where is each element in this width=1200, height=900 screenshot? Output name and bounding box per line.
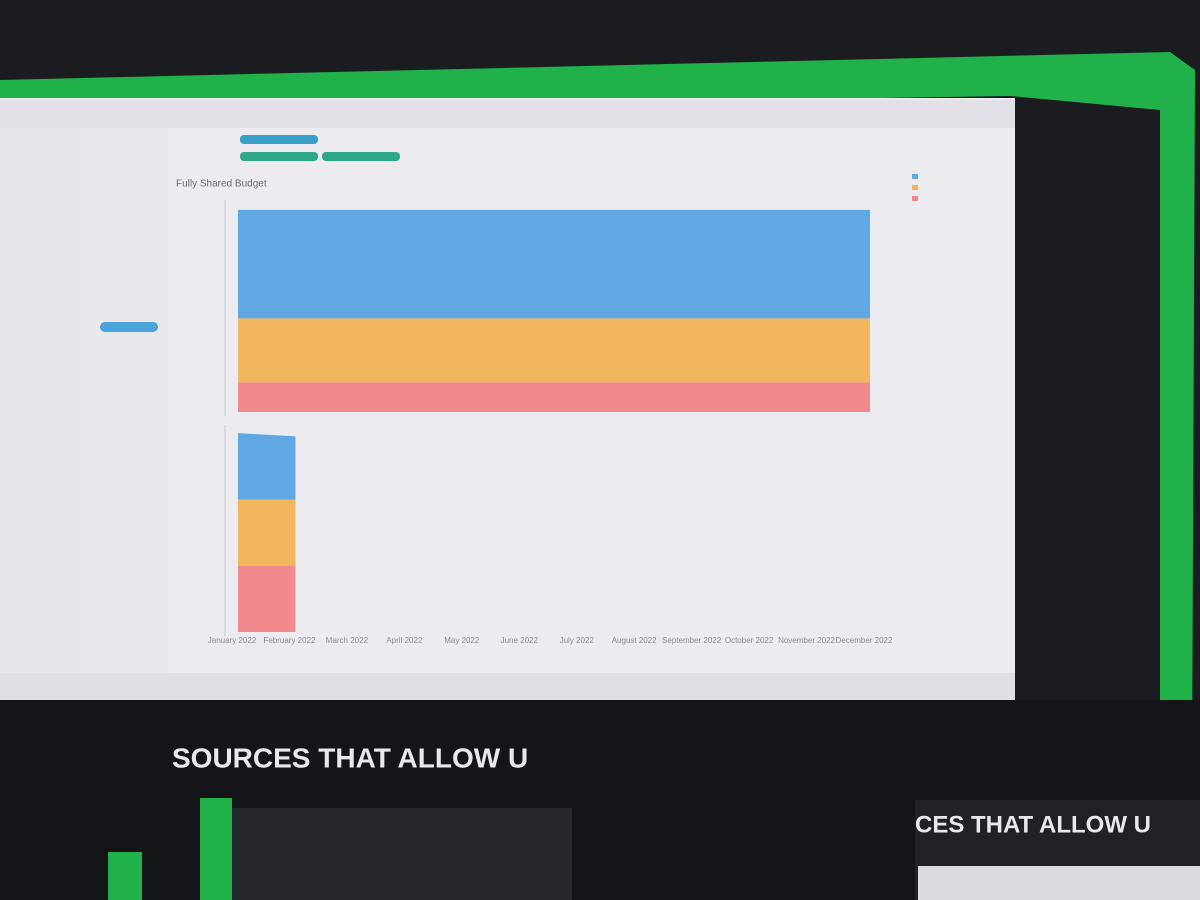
caption-right: CES THAT ALLOW U xyxy=(915,811,1151,838)
columns-pill xyxy=(240,135,318,144)
status-bar xyxy=(0,673,1015,700)
x-tick-label: March 2022 xyxy=(326,636,369,645)
area xyxy=(238,565,296,632)
marks-pane xyxy=(80,128,168,673)
area xyxy=(238,499,296,566)
area xyxy=(238,209,870,319)
data-pane xyxy=(0,128,80,673)
pill xyxy=(100,322,158,332)
toolbar xyxy=(0,100,1015,128)
rows-pill xyxy=(322,152,400,161)
rows-pill xyxy=(240,152,318,161)
area xyxy=(238,318,870,383)
x-tick-label: December 2022 xyxy=(836,636,893,645)
x-tick-label: July 2022 xyxy=(560,636,595,645)
decor-bar xyxy=(200,798,232,900)
x-tick-label: May 2022 xyxy=(444,636,480,645)
x-tick-label: November 2022 xyxy=(778,636,835,645)
caption: SOURCES THAT ALLOW U xyxy=(172,742,528,773)
x-tick-label: September 2022 xyxy=(662,636,722,645)
sheet-title: Fully Shared Budget xyxy=(176,179,267,190)
area xyxy=(238,382,870,412)
x-tick-label: June 2022 xyxy=(501,636,539,645)
x-tick-label: August 2022 xyxy=(612,636,657,645)
decor-panel xyxy=(232,808,572,900)
legend-swatch xyxy=(912,185,918,190)
x-tick-label: February 2022 xyxy=(263,636,316,645)
side-screen-ui xyxy=(918,866,1200,900)
x-tick-label: October 2022 xyxy=(725,636,774,645)
x-tick-label: January 2022 xyxy=(208,636,257,645)
area xyxy=(238,433,296,500)
decor-bar xyxy=(108,852,142,900)
legend-swatch xyxy=(912,174,918,179)
x-tick-label: April 2022 xyxy=(386,636,423,645)
legend-swatch xyxy=(912,196,918,201)
